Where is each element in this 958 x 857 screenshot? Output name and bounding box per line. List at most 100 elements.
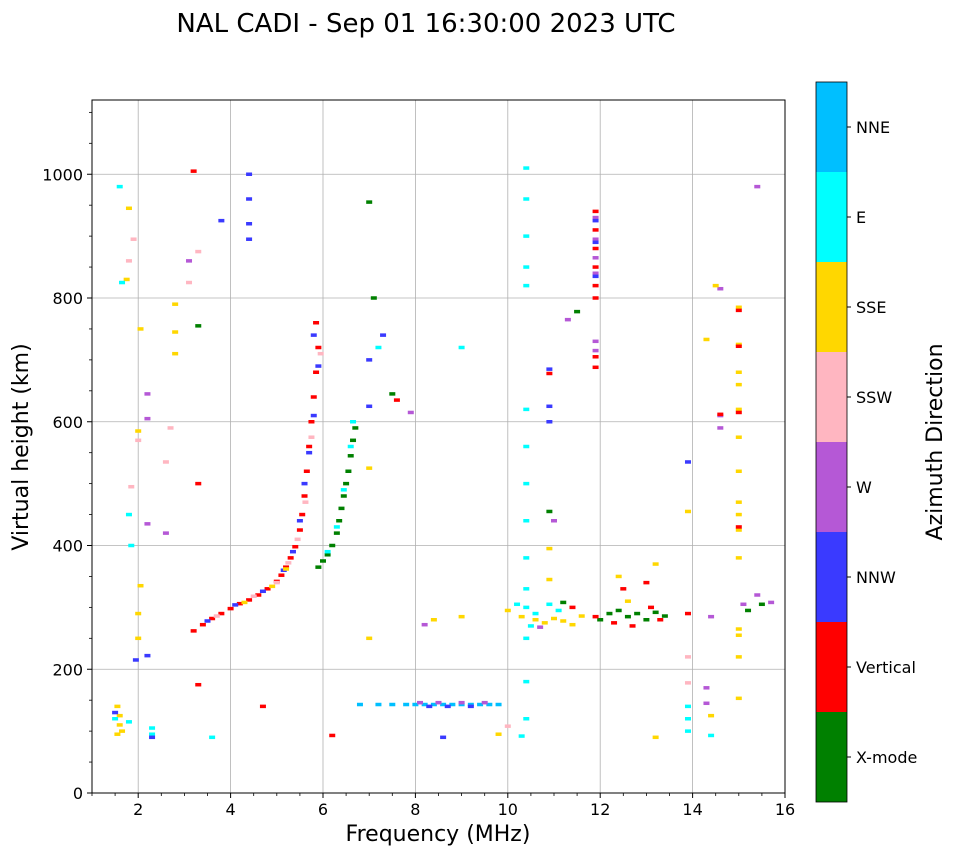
echo-point [333,531,340,535]
echo-point [296,519,303,523]
echo-point [735,500,742,504]
echo-point [329,733,336,738]
echo-point [125,259,132,263]
series-spread-f-band-285-km-w- [421,593,775,629]
colorbar-tick-label: E [856,208,866,227]
echo-point [190,629,197,633]
echo-point [546,420,553,424]
x-tick-label: 2 [133,800,143,819]
echo-point [684,717,691,721]
echo-point [735,525,742,529]
echo-point [227,606,234,611]
echo-point [449,702,456,707]
echo-point [444,704,451,709]
echo-point [592,209,599,214]
echo-point [592,365,599,370]
echo-point [114,704,121,709]
echo-point [458,614,465,619]
colorbar-tick-label: SSE [856,298,886,317]
echo-point [426,704,433,709]
echo-point [278,573,285,577]
echo-point [250,594,257,598]
echo-point [329,543,336,548]
plot-background [92,100,785,793]
echo-point [389,702,396,707]
series-low-echoes-1-5-2-3-mhz [114,206,144,736]
echo-point [162,531,169,535]
echo-point [546,602,553,607]
series-e-layer-echoes [356,702,502,707]
echo-point [546,371,553,376]
echo-point [657,618,664,622]
series-vertical-column-11-9-mhz [592,209,599,370]
echo-point [116,184,123,189]
echo-point [754,593,761,597]
echo-point [172,302,179,306]
echo-point [412,702,419,707]
echo-point [123,277,130,282]
echo-point [624,614,631,619]
echo-point [259,589,266,594]
echo-point [246,237,253,241]
echo-point [162,460,169,464]
echo-point [167,426,174,430]
series-vertical-column-15-mhz [735,305,742,701]
y-tick-label: 200 [52,660,83,679]
echo-point [195,324,202,328]
echo-point [310,333,317,337]
echo-point [458,702,465,707]
echo-point [112,717,119,721]
series-f-layer-o-trace-sse- [241,567,290,605]
data-marks [112,166,775,740]
echo-point [308,435,315,439]
echo-point [283,565,290,569]
echo-point [735,407,742,412]
echo-point [518,614,525,619]
echo-point [708,614,715,619]
echo-point [564,317,571,322]
echo-point [310,395,317,399]
echo-point [703,701,710,706]
echo-point [523,556,530,560]
echo-point [768,600,775,605]
colorbar-tick-label: Vertical [856,658,916,677]
echo-point [495,732,502,736]
echo-point [119,280,126,285]
colorbar-tick-label: NNW [856,568,896,587]
echo-point [523,481,530,486]
echo-point [303,469,310,473]
series-f-layer-o-trace-ssw- [213,351,324,618]
echo-point [301,494,308,498]
echo-point [703,686,710,690]
echo-point [523,605,530,610]
echo-point [350,438,357,443]
echo-point [149,732,156,736]
echo-point [301,481,308,486]
series-sparse-echoes-nnw- [218,172,691,464]
echo-point [125,512,132,517]
echo-point [440,702,447,707]
echo-point [407,410,414,415]
echo-point [296,528,303,532]
echo-point [523,265,530,269]
echo-point [592,348,599,353]
echo-point [352,426,359,430]
colorbar-segment [816,172,847,262]
chart-title: NAL CADI - Sep 01 16:30:00 2023 UTC [176,9,675,39]
echo-point [643,580,650,585]
echo-point [735,382,742,387]
echo-point [440,735,447,740]
echo-point [366,404,373,409]
echo-point [356,702,363,707]
echo-point [735,305,742,310]
echo-point [320,559,326,563]
echo-point [551,616,557,621]
series-sparse-echoes [144,184,761,706]
echo-point [195,481,202,486]
echo-point [218,611,225,616]
echo-point [708,713,715,718]
echo-point [592,256,599,260]
echo-point [289,549,296,554]
echo-point [246,172,253,176]
echo-point [264,587,271,591]
